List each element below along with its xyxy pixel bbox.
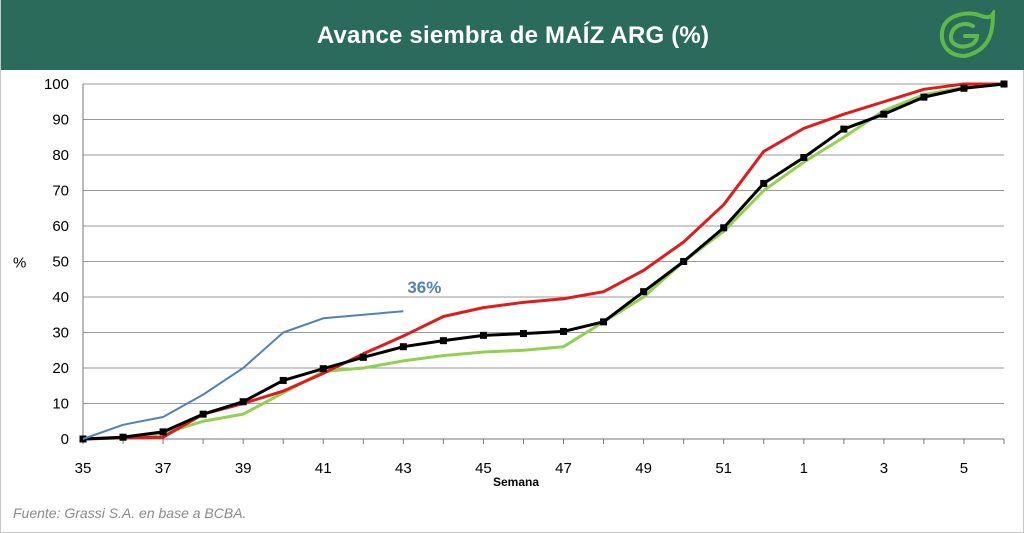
x-tick-label: 47: [555, 460, 572, 477]
series-point: [239, 398, 247, 406]
series-point: [560, 327, 568, 335]
y-axis-label: %: [13, 255, 26, 272]
y-tick-label: 100: [44, 76, 69, 93]
series-point: [600, 318, 608, 326]
series-point: [720, 224, 728, 232]
x-tick-label: 41: [315, 460, 332, 477]
series-line: [82, 82, 1005, 441]
series-line: [82, 310, 404, 440]
series-point: [159, 428, 167, 436]
series-point: [199, 410, 207, 418]
series-point: [640, 288, 648, 296]
series-point: [359, 353, 367, 361]
y-tick-label: 50: [52, 254, 69, 271]
series-point: [439, 337, 447, 345]
series-point: [399, 343, 407, 351]
leaf-g-logo-icon: [939, 10, 996, 59]
series-point: [680, 258, 688, 265]
x-tick-label: 49: [635, 460, 652, 477]
series-point: [519, 330, 527, 338]
series-point: [960, 84, 968, 92]
y-tick-label: 30: [52, 325, 69, 342]
x-tick-label: 43: [395, 460, 412, 477]
x-tick-label: 37: [155, 460, 172, 477]
x-tick-label: 35: [75, 460, 92, 477]
chart-title: Avance siembra de MAÍZ ARG (%): [316, 22, 710, 49]
series-line: [82, 82, 1005, 441]
y-tick-label: 0: [61, 431, 69, 448]
y-tick-label: 40: [52, 289, 69, 306]
y-tick-label: 60: [52, 218, 69, 235]
series-point: [119, 433, 127, 441]
series-point: [800, 153, 808, 161]
x-tick-label: 39: [235, 460, 252, 477]
y-tick-label: 10: [52, 396, 69, 413]
x-tick-label: 45: [475, 460, 492, 477]
y-tick-label: 80: [52, 147, 69, 164]
series-point: [840, 125, 848, 133]
x-tick-label: 3: [880, 460, 888, 477]
series-point: [880, 110, 888, 118]
x-axis-label: Semana: [493, 475, 539, 489]
y-tick-label: 20: [52, 360, 69, 377]
source-note: Fuente: Grassi S.A. en base a BCBA.: [13, 505, 247, 521]
x-tick-label: 1: [800, 460, 808, 477]
x-tick-label: 5: [960, 460, 968, 477]
header-bar: [1, 0, 1024, 70]
y-tick-label: 70: [52, 183, 69, 200]
series-point: [319, 365, 327, 373]
annotation-label: 36%: [407, 278, 441, 297]
x-tick-label: 51: [715, 460, 732, 477]
y-tick-label: 90: [52, 112, 69, 129]
series-point: [1000, 80, 1008, 88]
series-point: [760, 179, 768, 187]
series-point: [279, 376, 287, 384]
series-point: [479, 331, 487, 339]
series-point: [920, 93, 928, 101]
